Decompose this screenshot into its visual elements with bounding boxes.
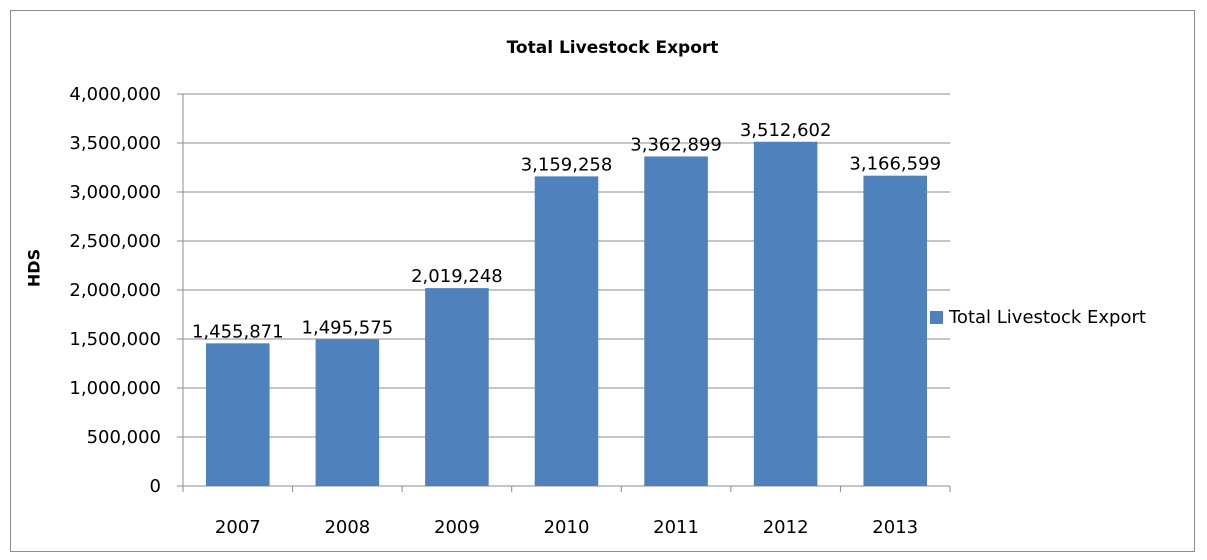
y-tick-label: 3,500,000 [69,133,161,154]
data-label: 3,512,602 [740,120,832,141]
y-tick-label: 1,500,000 [69,329,161,350]
data-label: 1,455,871 [192,321,284,342]
y-tick-label: 2,500,000 [69,231,161,252]
x-tick-label: 2013 [872,517,918,538]
data-label: 3,362,899 [630,134,722,155]
x-tick-label: 2007 [215,517,261,538]
legend-label: Total Livestock Export [949,307,1146,328]
y-tick-label: 4,000,000 [69,84,161,105]
x-tick-label: 2008 [324,517,370,538]
data-label: 3,159,258 [521,154,613,175]
y-tick-label: 2,000,000 [69,280,161,301]
bar [315,339,380,486]
data-label: 3,166,599 [849,154,941,175]
bar [863,175,927,487]
x-tick-label: 2012 [763,517,809,538]
legend: Total Livestock Export [930,307,1146,328]
legend-swatch [930,311,943,324]
bar [753,141,818,486]
x-tick-label: 2010 [544,517,590,538]
x-tick-label: 2011 [653,517,699,538]
bar [534,176,599,487]
y-tick-label: 1,000,000 [69,378,161,399]
chart-title: Total Livestock Export [506,38,719,58]
data-label: 2,019,248 [411,266,503,287]
y-tick-label: 3,000,000 [69,182,161,203]
bar [644,156,708,486]
data-label: 1,495,575 [302,317,394,338]
bar [206,343,270,486]
x-tick-label: 2009 [434,517,480,538]
bar [425,288,489,486]
y-tick-label: 500,000 [87,427,161,448]
y-tick-label: 0 [150,476,161,497]
